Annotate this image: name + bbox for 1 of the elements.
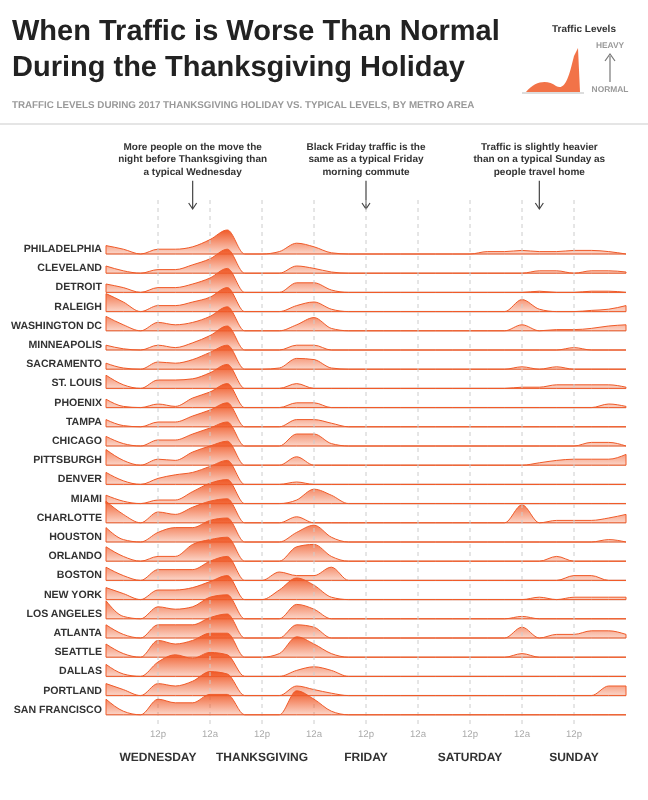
- chart-title: When Traffic is Worse Than Normal During the Thanksgiving Holiday: [12, 16, 500, 84]
